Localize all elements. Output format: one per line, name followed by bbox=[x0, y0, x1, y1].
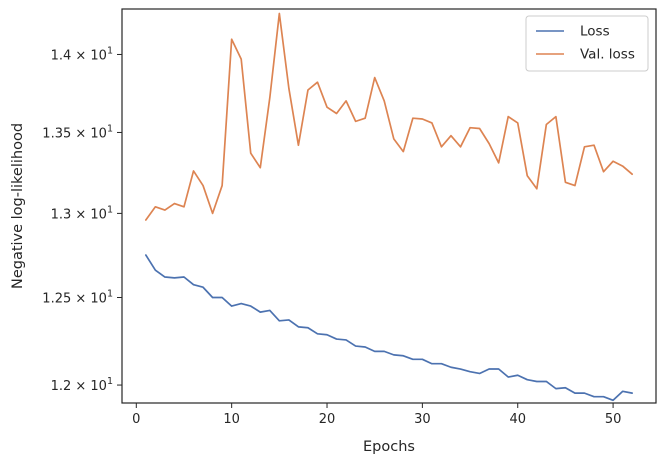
x-tick-label: 40 bbox=[509, 412, 526, 427]
legend-label-loss: Loss bbox=[580, 24, 610, 40]
series-line-val-loss bbox=[144, 12, 634, 221]
x-tick-label: 10 bbox=[223, 412, 240, 427]
x-axis-ticks: 0 10 20 30 40 50 bbox=[132, 403, 621, 427]
plot-background bbox=[122, 9, 656, 403]
x-axis-label: Epochs bbox=[363, 439, 415, 455]
legend: Loss Val. loss bbox=[525, 15, 649, 72]
y-tick-label: 1.3 × 101 bbox=[51, 204, 113, 222]
series-line-loss bbox=[144, 254, 634, 402]
y-tick-label: 1.35 × 101 bbox=[42, 123, 113, 141]
x-tick-label: 0 bbox=[132, 412, 140, 427]
plot-frame bbox=[121, 8, 657, 404]
y-tick-label: 1.2 × 101 bbox=[51, 376, 113, 394]
series-layer bbox=[144, 12, 634, 402]
y-axis-label: Negative log-likelihood bbox=[10, 123, 26, 289]
y-tick-label: 1.4 × 101 bbox=[51, 45, 113, 63]
legend-box bbox=[525, 15, 649, 72]
y-axis-ticks: 1.2 × 101 1.25 × 101 1.3 × 101 1.35 × 101 1.… bbox=[42, 45, 122, 394]
x-tick-label: 50 bbox=[605, 412, 622, 427]
y-tick-label: 1.25 × 101 bbox=[42, 289, 113, 307]
x-tick-label: 30 bbox=[414, 412, 431, 427]
legend-label-val-loss: Val. loss bbox=[580, 47, 635, 63]
x-tick-label: 20 bbox=[319, 412, 336, 427]
